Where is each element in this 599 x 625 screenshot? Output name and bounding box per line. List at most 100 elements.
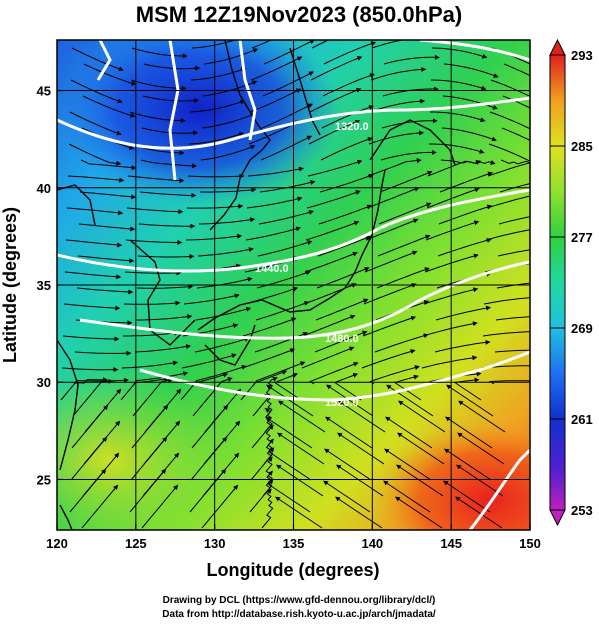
streamline bbox=[501, 127, 530, 141]
streamline bbox=[189, 99, 246, 113]
streamline bbox=[398, 400, 446, 433]
streamline bbox=[395, 496, 443, 529]
streamline bbox=[124, 270, 182, 276]
streamline bbox=[133, 371, 189, 385]
x-tick-label: 145 bbox=[440, 536, 462, 551]
streamline bbox=[181, 353, 237, 369]
streamline bbox=[365, 218, 419, 241]
streamline bbox=[138, 223, 196, 229]
streamline bbox=[191, 40, 237, 49]
x-tick-label: 140 bbox=[361, 536, 383, 551]
streamline bbox=[77, 255, 135, 264]
y-axis-label: Latitude (degrees) bbox=[0, 207, 20, 363]
x-axis: 120 125 130 135 140 145 150 bbox=[46, 524, 541, 551]
streamline bbox=[427, 160, 481, 177]
streamline bbox=[78, 223, 136, 232]
streamline bbox=[278, 400, 326, 433]
streamline bbox=[385, 416, 433, 449]
streamline bbox=[180, 372, 229, 401]
streamline bbox=[76, 287, 134, 295]
streamline bbox=[309, 361, 359, 385]
streamline bbox=[446, 384, 494, 417]
streamline bbox=[383, 480, 431, 513]
streamline bbox=[498, 216, 530, 225]
streamline bbox=[136, 314, 193, 321]
colorbar-label: 277 bbox=[571, 230, 593, 245]
streamline bbox=[67, 175, 125, 183]
contour-north-c bbox=[238, 40, 257, 141]
streamline bbox=[374, 333, 429, 353]
colorbar-label: 269 bbox=[571, 321, 593, 336]
streamline bbox=[368, 130, 425, 145]
streamline bbox=[500, 159, 530, 165]
streamline bbox=[429, 143, 485, 154]
streamline bbox=[127, 175, 185, 183]
streamline bbox=[262, 71, 314, 97]
streamline bbox=[435, 305, 492, 321]
sakhalin-coastline bbox=[289, 47, 321, 136]
streamline bbox=[301, 346, 355, 369]
streamline bbox=[71, 404, 109, 449]
streamline bbox=[489, 111, 530, 130]
streamline bbox=[443, 63, 499, 78]
streamline bbox=[424, 253, 479, 273]
streamline bbox=[488, 380, 530, 385]
streamline bbox=[364, 250, 418, 273]
streamline bbox=[258, 210, 314, 225]
streamline bbox=[431, 47, 488, 59]
credit-line-1: Drawing by DCL (https://www.gfd-dennou.o… bbox=[163, 595, 436, 606]
streamline bbox=[139, 191, 197, 198]
streamline bbox=[307, 159, 363, 177]
streamline bbox=[72, 378, 114, 417]
x-axis-label: Longitude (degrees) bbox=[206, 560, 379, 580]
streamline bbox=[189, 468, 227, 513]
colorbar: 293 285 277 269 261 253 bbox=[549, 38, 593, 527]
streamline bbox=[320, 137, 373, 161]
streamline bbox=[321, 105, 374, 129]
streamline bbox=[315, 298, 369, 321]
streamline bbox=[370, 67, 427, 81]
streamline bbox=[276, 464, 324, 497]
streamline bbox=[380, 149, 437, 161]
streamline bbox=[63, 303, 121, 311]
streamline bbox=[141, 484, 179, 529]
streamline bbox=[488, 143, 530, 162]
streamline bbox=[367, 158, 422, 177]
streamline bbox=[277, 432, 325, 465]
streamline bbox=[384, 448, 432, 481]
streamline bbox=[62, 335, 120, 342]
streamline bbox=[309, 87, 362, 113]
streamline bbox=[430, 111, 486, 123]
streamline bbox=[266, 384, 314, 417]
streamline bbox=[261, 488, 274, 529]
streamline bbox=[200, 144, 256, 161]
streamline bbox=[60, 377, 108, 401]
streamline bbox=[430, 79, 487, 91]
streamline bbox=[69, 468, 107, 513]
y-tick-label: 25 bbox=[37, 472, 51, 487]
streamline bbox=[499, 183, 530, 193]
streamline bbox=[455, 496, 503, 529]
streamline bbox=[190, 67, 247, 81]
streamline bbox=[245, 226, 302, 241]
streamline bbox=[337, 432, 385, 465]
streamline bbox=[83, 63, 137, 86]
streamline bbox=[257, 240, 313, 257]
streamline bbox=[195, 306, 252, 321]
streamline bbox=[192, 377, 233, 417]
streamline bbox=[250, 56, 303, 81]
colorbar-label: 253 bbox=[571, 503, 593, 518]
streamline bbox=[336, 464, 384, 497]
streamline bbox=[69, 111, 122, 136]
contour-1320 bbox=[57, 96, 530, 150]
streamline bbox=[458, 400, 506, 433]
colorbar-label: 261 bbox=[571, 412, 593, 427]
streamline bbox=[438, 204, 493, 225]
streamline bbox=[494, 349, 530, 353]
east-china-coastline bbox=[57, 339, 79, 471]
streamline bbox=[324, 448, 372, 481]
contour-1480 bbox=[79, 260, 530, 340]
contour-label-1480: 1480.0 bbox=[325, 333, 359, 345]
streamline bbox=[186, 203, 244, 209]
streamline bbox=[397, 432, 445, 465]
